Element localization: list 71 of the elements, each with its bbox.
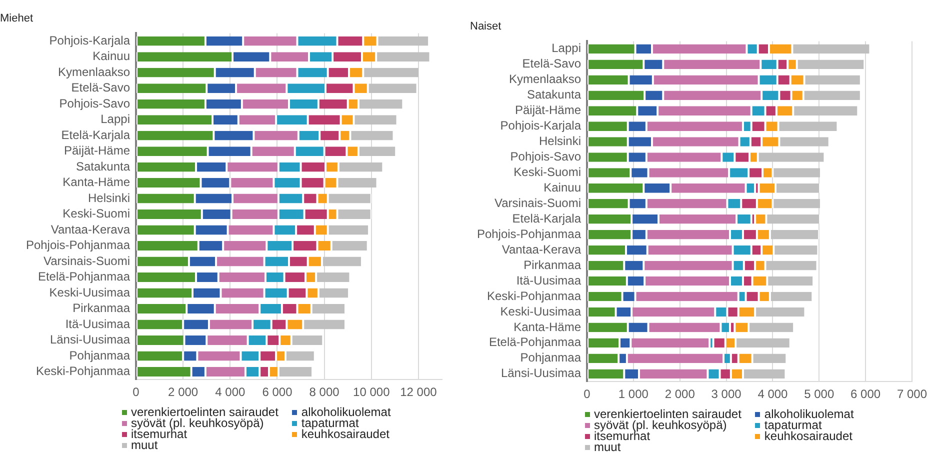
y-tick-label: Pohjois-Savo bbox=[510, 150, 582, 164]
y-tick-label: Pohjois-Karjala bbox=[49, 33, 130, 48]
legend-label: muut bbox=[594, 440, 621, 454]
y-tick-label: Pirkanmaa bbox=[524, 258, 582, 272]
x-tick-label: 6 000 bbox=[262, 385, 293, 400]
y-tick-label: Pohjanmaa bbox=[69, 348, 130, 362]
y-tick-label: Pohjois-Pohjanmaa bbox=[476, 226, 582, 241]
y-tick-label: Kanta-Häme bbox=[514, 320, 582, 334]
y-tick-label: Pirkanmaa bbox=[72, 301, 130, 316]
y-tick-label: Länsi-Uusimaa bbox=[500, 366, 582, 380]
y-tick-label: Etelä-Savo bbox=[71, 80, 130, 95]
x-tick-label: 6 000 bbox=[850, 387, 881, 402]
y-tick-label: Itä-Uusimaa bbox=[516, 273, 582, 288]
y-tick-label: Vantaa-Kerava bbox=[50, 222, 130, 236]
y-tick-label: Keski-Uusimaa bbox=[49, 285, 130, 300]
y-tick-label: Varsinais-Suomi bbox=[44, 254, 130, 268]
y-tick-label: Etelä-Karjala bbox=[512, 211, 582, 226]
legend-label: verenkiertoelinten sairaudet bbox=[131, 405, 278, 419]
legend-label: muut bbox=[131, 438, 158, 452]
y-tick-label: Pohjois-Pohjanmaa bbox=[26, 238, 130, 252]
y-tick-label: Pohjanmaa bbox=[520, 350, 582, 365]
y-tick-label: Länsi-Uusimaa bbox=[50, 332, 130, 347]
y-tick-label: Kanta-Häme bbox=[62, 175, 130, 190]
y-tick-label: Lappi bbox=[552, 41, 581, 56]
legend-label: tapaturmat bbox=[764, 418, 822, 432]
y-tick-label: Etelä-Karjala bbox=[61, 128, 130, 142]
y-tick-label: Kymenlaakso bbox=[58, 64, 130, 79]
x-tick-label: 0 bbox=[584, 387, 591, 402]
y-tick-label: Päijät-Häme bbox=[64, 144, 130, 158]
y-tick-label: Keski-Suomi bbox=[62, 206, 130, 221]
legend-label: alkoholikuolemat bbox=[764, 407, 854, 421]
x-tick-label: 4 000 bbox=[215, 385, 246, 400]
y-tick-label: Itä-Uusimaa bbox=[65, 316, 130, 331]
x-tick-label: 3 000 bbox=[711, 387, 742, 402]
y-tick-label: Kymenlaakso bbox=[508, 72, 582, 86]
y-tick-label: Keski-Uusimaa bbox=[500, 304, 582, 318]
x-tick-label: 2 000 bbox=[168, 385, 198, 400]
y-tick-label: Lappi bbox=[100, 112, 130, 126]
y-tick-label: Kainuu bbox=[92, 49, 130, 64]
y-tick-label: Etelä-Pohjanmaa bbox=[488, 335, 582, 350]
x-tick-label: 2 000 bbox=[664, 387, 696, 402]
x-tick-label: 5 000 bbox=[804, 387, 834, 402]
legend-label: verenkiertoelinten sairaudet bbox=[594, 407, 742, 421]
y-tick-label: Satakunta bbox=[76, 159, 130, 174]
text: Naiset bbox=[470, 20, 502, 33]
y-tick-label: Kainuu bbox=[544, 180, 581, 195]
x-tick-label: 1 000 bbox=[618, 387, 649, 402]
y-tick-label: Pohjois-Savo bbox=[59, 96, 130, 110]
y-tick-label: Helsinki bbox=[88, 190, 130, 205]
y-tick-label: Satakunta bbox=[526, 88, 582, 102]
y-tick-label: Pohjois-Karjala bbox=[500, 118, 582, 133]
legend-label: alkoholikuolemat bbox=[301, 405, 391, 419]
x-tick-label: 8 000 bbox=[309, 385, 340, 400]
x-tick-label: 10 000 bbox=[353, 385, 390, 400]
x-tick-label: 7 000 bbox=[896, 387, 928, 402]
legend-label: tapaturmat bbox=[301, 416, 359, 430]
y-tick-label: Päijät-Häme bbox=[514, 103, 582, 118]
text: Miehet bbox=[0, 12, 34, 25]
legend-label: syövät (pl. keuhkosyöpä) bbox=[594, 418, 727, 432]
y-tick-label: Keski-Pohjanmaa bbox=[36, 364, 130, 378]
x-tick-label: 0 bbox=[132, 385, 140, 400]
legend-label: syövät (pl. keuhkosyöpä) bbox=[131, 416, 264, 430]
y-tick-label: Keski-Suomi bbox=[514, 165, 581, 180]
y-tick-label: Vantaa-Kerava bbox=[502, 242, 582, 256]
x-tick-label: 12 000 bbox=[400, 385, 438, 400]
y-tick-label: Helsinki bbox=[538, 134, 581, 148]
x-tick-label: 4 000 bbox=[758, 387, 788, 402]
y-tick-label: Etelä-Savo bbox=[522, 56, 582, 71]
y-tick-label: Varsinais-Suomi bbox=[494, 196, 581, 210]
y-tick-label: Etelä-Pohjanmaa bbox=[38, 270, 130, 284]
y-tick-label: Keski-Pohjanmaa bbox=[486, 288, 582, 303]
